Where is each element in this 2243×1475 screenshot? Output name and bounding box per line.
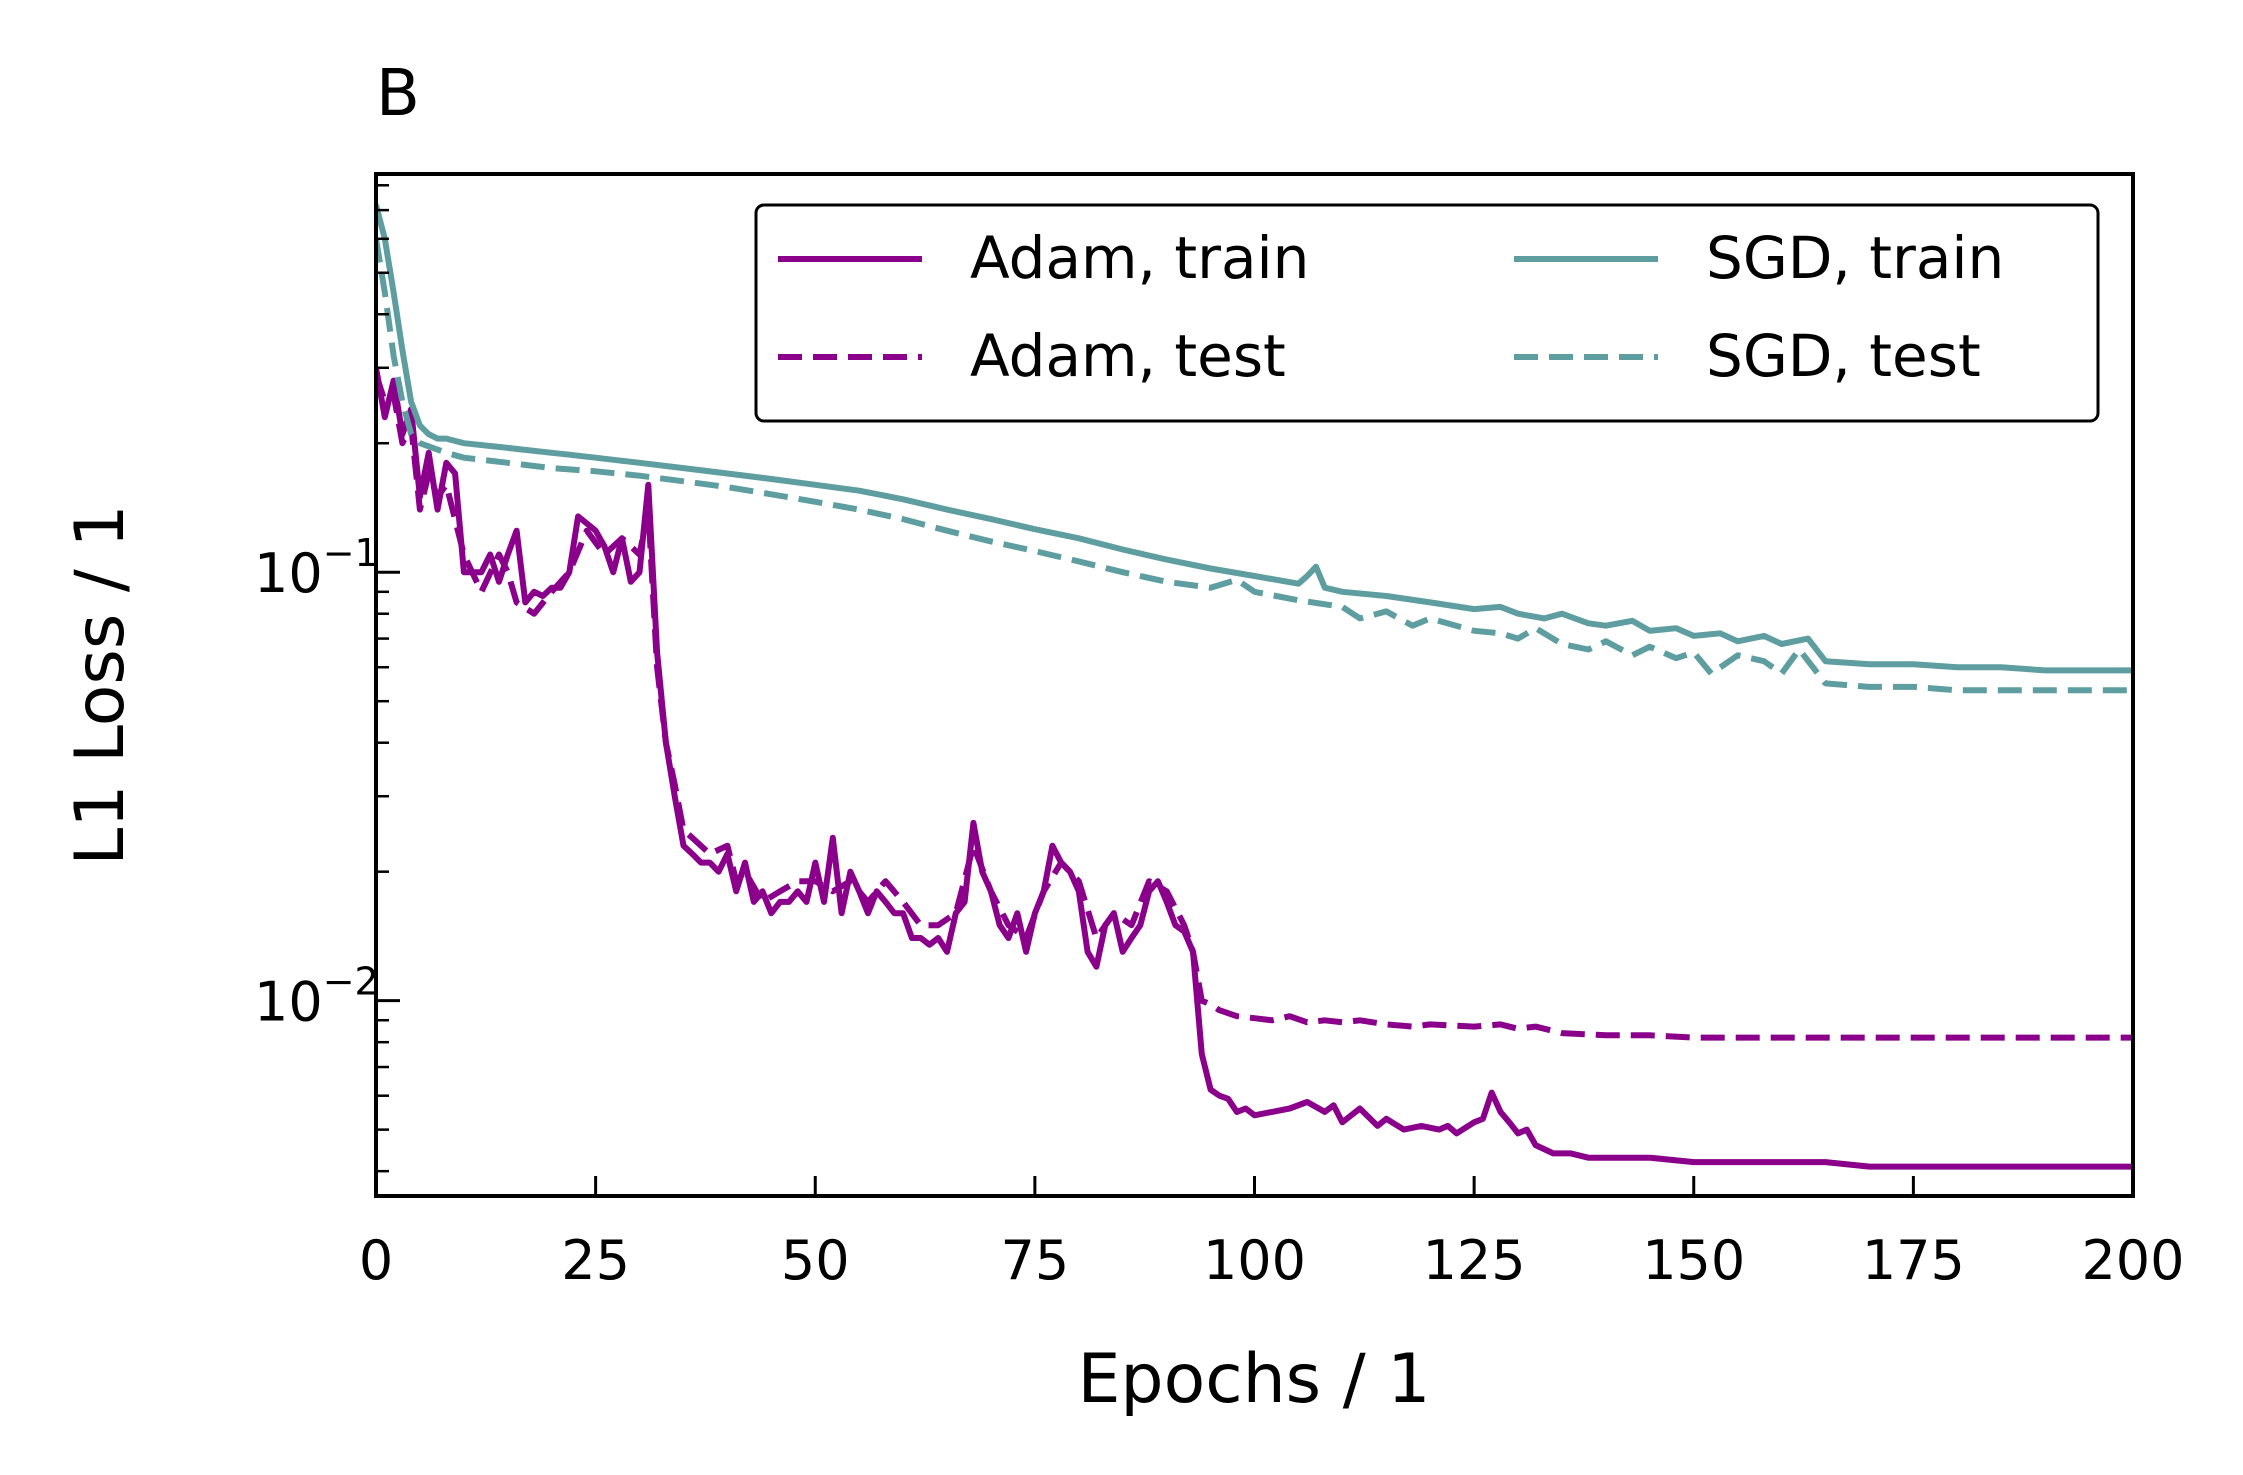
x-tick-label: 0 (359, 1229, 393, 1292)
legend-frame (754, 203, 2100, 423)
series-line-adam-test (376, 373, 2133, 1041)
x-tick-label: 75 (1001, 1229, 1070, 1292)
panel-label: B (376, 57, 420, 131)
y-axis-label: L1 Loss / 1 (61, 504, 140, 865)
series-line-sgd-train (376, 204, 2133, 674)
legend-label-adam-test: Adam, test (970, 322, 1286, 390)
x-tick-label: 50 (781, 1229, 850, 1292)
x-tick-label: 25 (561, 1229, 630, 1292)
x-tick-label: 150 (1642, 1229, 1745, 1292)
y-tick-label: 10−1 (254, 531, 379, 605)
x-tick-label: 100 (1203, 1229, 1306, 1292)
series-line-sgd-test (376, 238, 2133, 694)
legend-label-sgd-test: SGD, test (1706, 322, 1981, 390)
legend-label-adam-train: Adam, train (970, 224, 1309, 292)
x-tick-label: 125 (1423, 1229, 1526, 1292)
plot-frame (374, 172, 2135, 1198)
y-tick-label: 10−2 (254, 960, 379, 1034)
legend-label-sgd-train: SGD, train (1706, 224, 2004, 292)
series-layer (376, 204, 2133, 1170)
ticks-layer: 0 25 50 75 100 125 150 175 200 10−2 10−1 (254, 184, 2185, 1292)
x-tick-label: 200 (2081, 1229, 2184, 1292)
x-axis-label: Epochs / 1 (1077, 1340, 1430, 1419)
x-tick-label: 175 (1862, 1229, 1965, 1292)
series-line-adam-train (376, 367, 2133, 1170)
legend: Adam, train Adam, test SGD, train SGD, t… (754, 203, 2100, 423)
